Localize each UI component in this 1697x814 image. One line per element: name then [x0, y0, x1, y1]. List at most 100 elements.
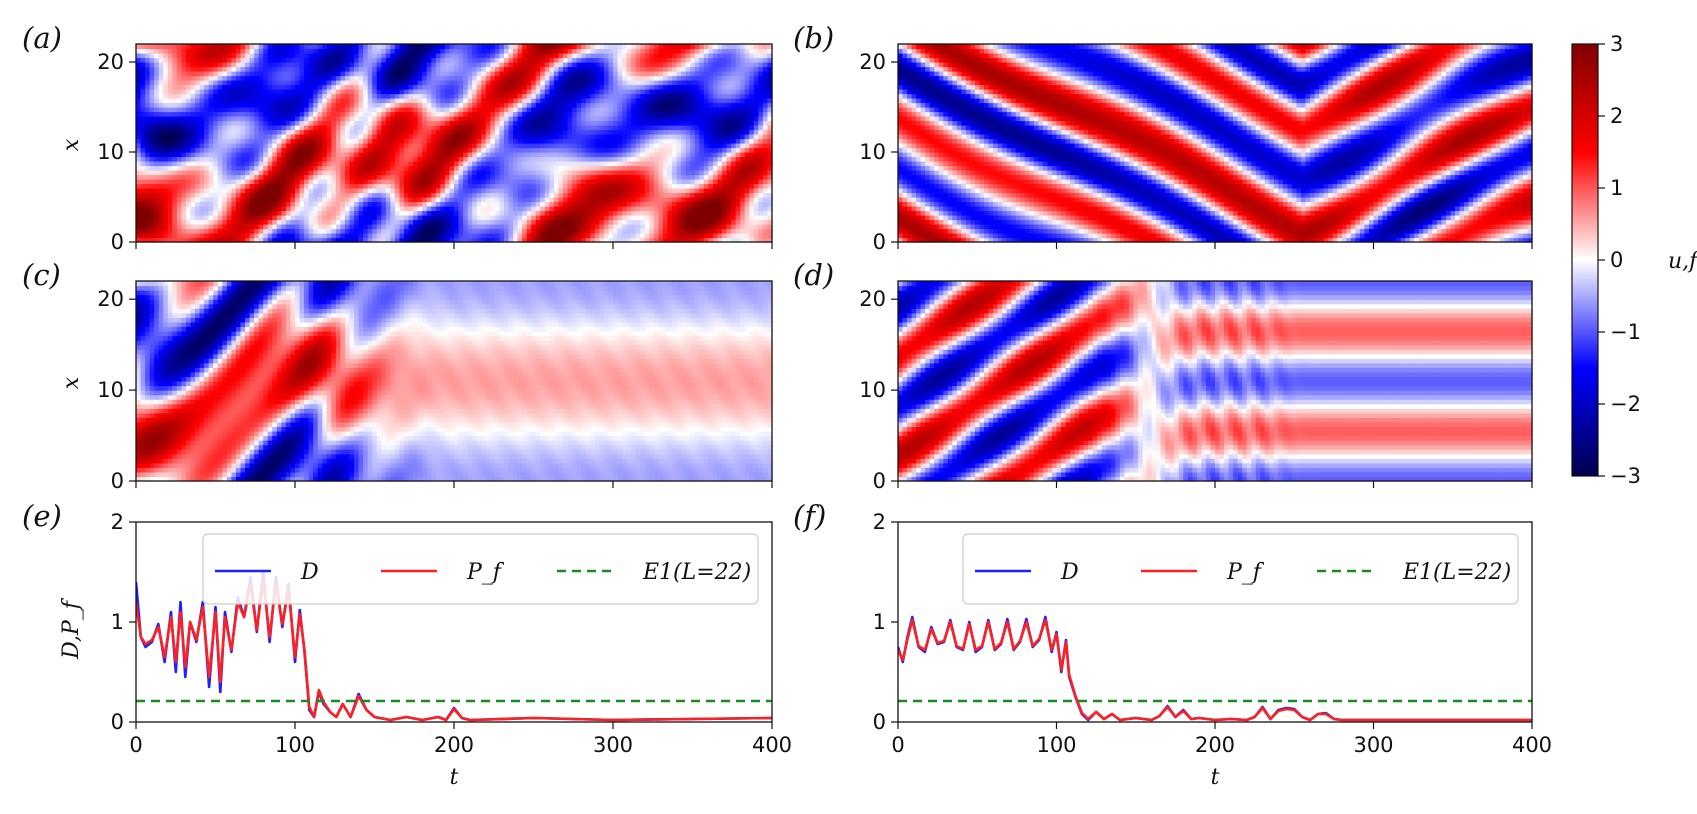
heatmap-cell — [449, 197, 455, 203]
heatmap-cell — [335, 197, 342, 203]
heatmap-cell — [308, 197, 314, 203]
heatmap-cell — [404, 192, 410, 198]
heatmap-cell — [544, 192, 550, 198]
heatmap-cell — [376, 183, 382, 189]
heatmap-cell — [617, 134, 623, 140]
heatmap-cell — [526, 170, 532, 176]
heatmap-cell — [408, 228, 414, 234]
heatmap-cell — [499, 116, 505, 122]
heatmap-cell — [626, 129, 632, 135]
heatmap-cell — [481, 233, 487, 239]
heatmap-cell — [267, 224, 273, 230]
heatmap-cell — [635, 174, 641, 180]
heatmap-cell — [235, 237, 242, 243]
heatmap-cell — [563, 228, 569, 234]
heatmap-cell — [254, 84, 260, 90]
heatmap-cell — [635, 183, 641, 189]
heatmap-cell — [490, 192, 496, 198]
heatmap-cell — [408, 129, 414, 135]
heatmap-cell — [435, 156, 441, 162]
heatmap-cell — [167, 179, 173, 185]
heatmap-cell — [163, 206, 169, 212]
heatmap-cell — [335, 53, 342, 59]
heatmap-cell — [413, 129, 419, 135]
heatmap-cell — [626, 174, 632, 180]
heatmap-cell — [163, 224, 169, 230]
heatmap-cell — [435, 75, 441, 81]
heatmap-cell — [440, 129, 446, 135]
heatmap-cell — [599, 80, 605, 86]
heatmap-cell — [281, 71, 287, 77]
heatmap-cell — [422, 75, 428, 81]
heatmap-cell — [281, 179, 287, 185]
heatmap-cell — [285, 71, 292, 77]
heatmap-cell — [594, 120, 600, 126]
heatmap-cell — [231, 152, 237, 158]
heatmap-cell — [308, 228, 314, 234]
heatmap-cell — [390, 125, 396, 131]
heatmap-cell — [558, 206, 564, 212]
heatmap-cell — [172, 71, 178, 77]
heatmap-cell — [540, 44, 546, 50]
heatmap-cell — [363, 93, 369, 99]
heatmap-cell — [558, 62, 564, 68]
heatmap-cell — [213, 71, 219, 77]
heatmap-cell — [526, 237, 532, 243]
heatmap-cell — [522, 210, 528, 216]
heatmap-cell — [163, 219, 169, 225]
heatmap-cell — [567, 120, 573, 126]
heatmap-cell — [499, 188, 505, 194]
heatmap-cell — [190, 120, 196, 126]
heatmap-cell — [549, 161, 555, 167]
heatmap-cell — [581, 179, 587, 185]
heatmap-cell — [544, 98, 550, 104]
heatmap-cell — [640, 120, 646, 126]
heatmap-cell — [226, 134, 232, 140]
heatmap-cell — [649, 179, 655, 185]
heatmap-cell — [358, 165, 364, 171]
heatmap-cell — [594, 210, 600, 216]
heatmap-cell — [608, 93, 614, 99]
heatmap-cell — [254, 125, 260, 131]
heatmap-cell — [540, 102, 546, 108]
heatmap-cell — [435, 102, 441, 108]
heatmap-cell — [195, 188, 201, 194]
heatmap-cell — [531, 179, 537, 185]
heatmap-cell — [553, 170, 560, 176]
heatmap-cell — [281, 152, 287, 158]
heatmap-cell — [644, 62, 650, 68]
heatmap-cell — [249, 80, 255, 86]
heatmap-cell — [390, 201, 396, 207]
heatmap-cell — [199, 66, 205, 72]
heatmap-cell — [326, 129, 332, 135]
heatmap-cell — [376, 102, 382, 108]
heatmap-cell — [267, 57, 273, 63]
heatmap-cell — [349, 215, 355, 221]
heatmap-cell — [526, 215, 532, 221]
heatmap-cell — [454, 125, 460, 131]
heatmap-cell — [290, 57, 296, 63]
heatmap-cell — [290, 84, 296, 90]
heatmap-cell — [304, 116, 310, 122]
heatmap-cell — [285, 111, 292, 117]
heatmap-cell — [613, 71, 619, 77]
heatmap-cell — [363, 152, 369, 158]
heatmap-cell — [372, 57, 378, 63]
heatmap-cell — [494, 233, 501, 239]
heatmap-cell — [404, 80, 410, 86]
heatmap-cell — [140, 80, 146, 86]
heatmap-cell — [417, 156, 423, 162]
heatmap-cell — [513, 120, 519, 126]
heatmap-cell — [622, 215, 628, 221]
heatmap-cell — [172, 192, 178, 198]
heatmap-cell — [490, 66, 496, 72]
heatmap-cell — [231, 80, 237, 86]
heatmap-cell — [295, 102, 301, 108]
heatmap-cell — [258, 93, 264, 99]
heatmap-cell — [217, 89, 223, 95]
heatmap-cell — [531, 98, 537, 104]
heatmap-cell — [467, 125, 473, 131]
heatmap-cell — [490, 206, 496, 212]
heatmap-cell — [381, 111, 387, 117]
heatmap-cell — [485, 206, 491, 212]
